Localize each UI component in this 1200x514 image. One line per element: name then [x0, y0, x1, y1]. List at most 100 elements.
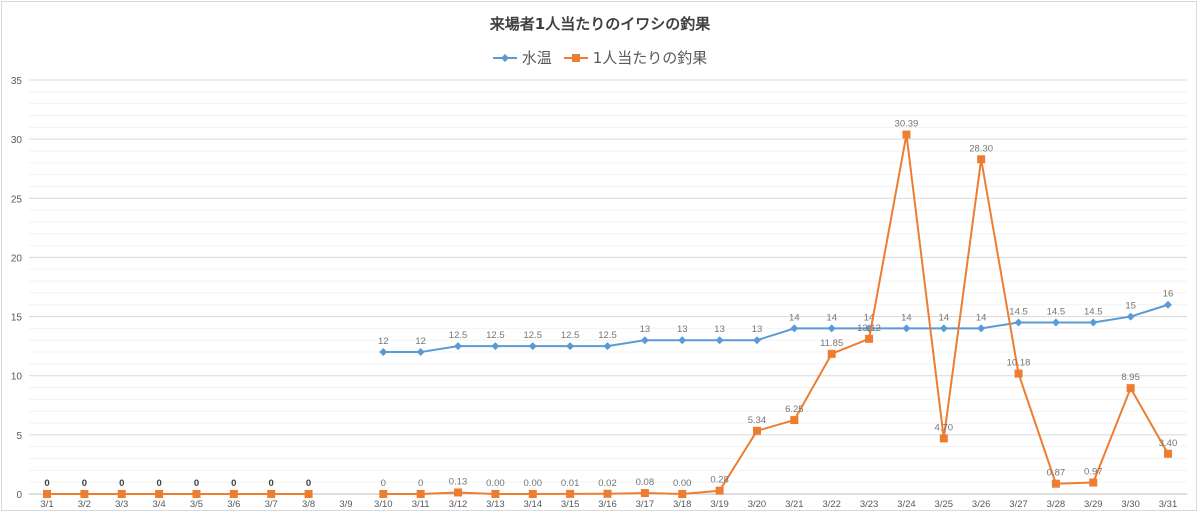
data-label: 13 — [752, 324, 763, 335]
data-point-square — [491, 490, 500, 498]
data-label: 16 — [1163, 289, 1174, 300]
data-point-square — [454, 488, 463, 497]
data-point-square — [827, 349, 836, 358]
data-label: 0.87 — [1047, 468, 1066, 479]
x-tick-label: 3/17 — [636, 499, 655, 510]
data-label: 3.40 — [1159, 438, 1178, 449]
x-tick-label: 3/29 — [1084, 499, 1103, 510]
series-line — [383, 303, 1169, 354]
data-point-square — [528, 490, 537, 498]
x-tick-label: 3/5 — [190, 499, 203, 510]
data-label: 12.5 — [449, 330, 468, 341]
x-tick-label: 3/12 — [449, 499, 468, 510]
x-tick-label: 3/16 — [598, 499, 617, 510]
data-point-square — [267, 490, 276, 498]
diamond-marker-icon — [492, 53, 517, 62]
x-tick-label: 3/23 — [860, 499, 879, 510]
data-point-diamond — [1089, 318, 1098, 327]
data-label: 12.5 — [561, 330, 580, 341]
data-point-square — [304, 490, 313, 498]
data-label: 14 — [939, 312, 950, 323]
data-point-diamond — [454, 342, 463, 351]
data-label: 14.5 — [1009, 306, 1028, 317]
data-label: 0 — [418, 478, 423, 489]
data-point-square — [1089, 478, 1098, 487]
data-label: 0 — [231, 478, 236, 489]
data-point-square — [80, 490, 89, 498]
data-point-square — [603, 489, 612, 498]
legend-label-catch-per-person: 1人当たりの釣果 — [592, 49, 708, 67]
data-label: 4.70 — [935, 422, 954, 433]
x-tick-label: 3/3 — [115, 499, 128, 510]
data-point-square — [379, 490, 388, 498]
data-label: 14 — [976, 312, 987, 323]
data-label: 0.97 — [1084, 467, 1103, 478]
x-tick-label: 3/31 — [1159, 499, 1178, 510]
data-label: 14 — [901, 312, 912, 323]
x-tick-label: 3/18 — [673, 499, 692, 510]
chart-title: 来場者1人当たりのイワシの釣果 — [489, 15, 711, 33]
data-point-diamond — [752, 336, 761, 345]
x-tick-label: 3/1 — [40, 499, 53, 510]
x-tick-label: 3/2 — [78, 499, 91, 510]
data-label: 0 — [306, 478, 311, 489]
data-label: 30.39 — [895, 119, 919, 130]
data-label: 12.5 — [598, 330, 617, 341]
data-point-diamond — [379, 348, 388, 357]
data-point-square — [1014, 369, 1023, 378]
data-label: 12.5 — [486, 330, 505, 341]
data-point-square — [192, 490, 201, 498]
data-point-diamond — [715, 336, 724, 345]
y-tick-label: 0 — [16, 490, 22, 501]
data-label: 0.00 — [486, 478, 505, 489]
data-label: 12 — [415, 336, 426, 347]
x-tick-label: 3/20 — [748, 499, 767, 510]
data-label: 13.12 — [857, 323, 881, 334]
data-point-square — [416, 490, 425, 498]
data-label: 8.95 — [1121, 372, 1140, 383]
data-point-diamond — [603, 342, 612, 351]
x-tick-label: 3/21 — [785, 499, 804, 510]
data-label: 0 — [44, 478, 49, 489]
data-point-diamond — [416, 348, 425, 357]
data-point-diamond — [566, 342, 575, 351]
x-tick-label: 3/6 — [227, 499, 240, 510]
data-label: 5.34 — [748, 415, 767, 426]
y-tick-label: 25 — [11, 194, 23, 205]
square-marker-icon — [563, 53, 588, 62]
data-label: 0.02 — [598, 478, 617, 489]
data-label: 13 — [640, 324, 651, 335]
data-point-square — [939, 434, 948, 443]
data-point-diamond — [491, 342, 500, 351]
data-point-square — [117, 490, 126, 498]
data-point-square — [977, 155, 986, 164]
x-tick-label: 3/26 — [972, 499, 991, 510]
data-label: 0 — [194, 478, 199, 489]
series-line — [383, 134, 1169, 496]
data-point-square — [752, 426, 761, 435]
data-label: 0.08 — [636, 477, 655, 488]
data-point-square — [566, 489, 575, 498]
data-point-square — [902, 130, 911, 139]
data-label: 14 — [826, 312, 837, 323]
x-tick-label: 3/22 — [822, 499, 841, 510]
x-tick-label: 3/8 — [302, 499, 315, 510]
x-tick-label: 3/7 — [265, 499, 278, 510]
data-label: 28.30 — [969, 143, 993, 154]
data-point-square — [155, 490, 164, 498]
data-label: 15 — [1125, 301, 1136, 312]
data-label: 0 — [381, 478, 386, 489]
data-label: 14 — [864, 312, 875, 323]
data-label: 0.13 — [449, 476, 468, 487]
data-point-square — [678, 490, 687, 498]
data-label: 0 — [156, 478, 161, 489]
y-tick-label: 15 — [11, 313, 23, 324]
y-tick-label: 5 — [16, 431, 22, 442]
data-label: 14 — [789, 312, 800, 323]
data-label: 12 — [378, 336, 389, 347]
data-label: 0.28 — [710, 475, 729, 486]
data-point-diamond — [939, 324, 948, 333]
data-point-diamond — [640, 336, 649, 345]
data-label: 0.00 — [524, 478, 543, 489]
x-tick-label: 3/4 — [152, 499, 165, 510]
